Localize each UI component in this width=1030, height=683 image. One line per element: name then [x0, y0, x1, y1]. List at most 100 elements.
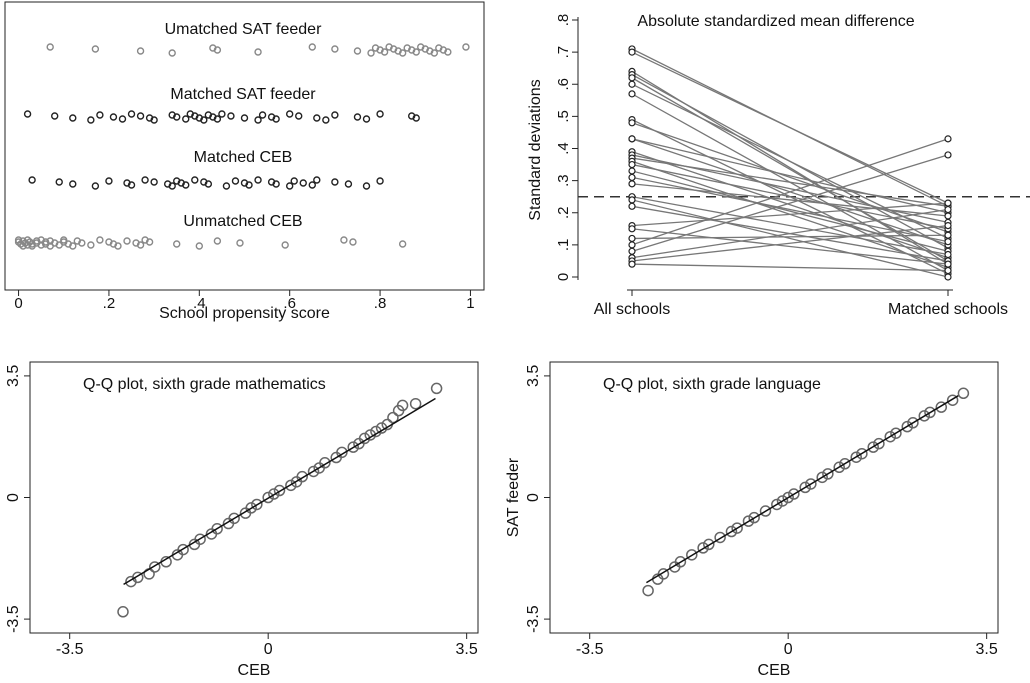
- point: [295, 112, 303, 120]
- point: [833, 461, 845, 474]
- x-axis-label: CEB: [238, 662, 271, 679]
- point: [771, 498, 783, 511]
- point: [944, 250, 952, 259]
- point: [873, 437, 885, 450]
- point: [290, 177, 298, 185]
- point: [308, 43, 316, 51]
- y-tick-label: .6: [555, 78, 572, 91]
- point: [944, 212, 952, 220]
- point: [731, 522, 743, 534]
- point: [628, 202, 636, 210]
- point: [285, 182, 294, 190]
- y-tick-label: 3.5: [5, 365, 22, 387]
- point: [213, 46, 222, 54]
- point: [145, 238, 154, 246]
- point: [628, 180, 636, 188]
- x-tick-label: .8: [374, 295, 387, 312]
- point: [51, 112, 59, 120]
- point: [907, 417, 919, 429]
- plot-frame: [549, 361, 999, 634]
- point: [331, 178, 339, 186]
- point: [331, 111, 339, 119]
- point: [177, 543, 189, 556]
- point: [367, 49, 375, 57]
- x-tick-label: .2: [103, 295, 116, 312]
- point: [884, 430, 897, 443]
- point: [213, 237, 222, 245]
- point: [353, 47, 362, 55]
- point: [307, 465, 320, 478]
- point: [136, 241, 145, 249]
- point: [331, 45, 339, 53]
- point: [628, 196, 636, 204]
- group-label: Matched CEB: [194, 149, 293, 166]
- fit-line: [646, 395, 959, 584]
- point: [91, 45, 100, 53]
- point: [946, 394, 959, 406]
- y-tick-label: .4: [555, 142, 572, 155]
- slope-line: [631, 151, 949, 259]
- slope-line: [631, 176, 949, 243]
- x-tick-label: All schools: [594, 301, 670, 318]
- group-label: Matched SAT feeder: [170, 86, 316, 103]
- point: [430, 49, 438, 57]
- point: [697, 542, 709, 554]
- x-tick-label: 3.5: [976, 641, 998, 658]
- point: [28, 176, 36, 184]
- point: [412, 48, 420, 56]
- y-tick-label: -3.5: [5, 605, 22, 633]
- y-tick-label: .1: [555, 239, 572, 252]
- point: [191, 176, 199, 184]
- point: [628, 260, 636, 268]
- point: [204, 180, 213, 188]
- point: [245, 181, 253, 189]
- point: [628, 241, 636, 249]
- point: [340, 236, 348, 244]
- point: [285, 479, 297, 492]
- point: [251, 498, 263, 511]
- point: [150, 178, 158, 186]
- point: [46, 43, 54, 51]
- point: [944, 231, 952, 239]
- point: [725, 525, 738, 538]
- slope-line: [631, 51, 949, 204]
- point: [935, 401, 948, 413]
- point: [254, 176, 262, 184]
- point: [890, 427, 902, 439]
- point: [313, 114, 321, 122]
- point: [194, 533, 206, 545]
- point: [856, 447, 868, 460]
- point: [362, 115, 371, 123]
- point: [628, 80, 636, 88]
- point: [788, 488, 800, 500]
- point: [412, 114, 420, 122]
- point: [642, 584, 654, 597]
- point: [376, 110, 384, 118]
- point: [944, 135, 952, 143]
- point: [23, 110, 32, 118]
- point: [227, 112, 235, 120]
- x-tick-label: 1: [466, 295, 474, 312]
- point: [336, 446, 348, 459]
- point: [347, 441, 359, 453]
- x-tick-label: 0: [784, 641, 793, 658]
- point: [742, 515, 755, 527]
- point: [131, 571, 144, 584]
- point: [674, 556, 687, 568]
- point: [254, 48, 262, 56]
- point: [228, 512, 240, 525]
- x-tick-label: -3.5: [576, 641, 604, 658]
- point: [245, 502, 257, 514]
- point: [944, 273, 952, 281]
- point: [268, 488, 280, 500]
- point: [628, 90, 636, 98]
- point: [149, 561, 161, 573]
- point: [444, 48, 452, 56]
- point: [850, 451, 862, 463]
- point: [344, 180, 353, 188]
- point: [776, 495, 789, 507]
- slope-line: [631, 138, 949, 214]
- point: [114, 242, 122, 250]
